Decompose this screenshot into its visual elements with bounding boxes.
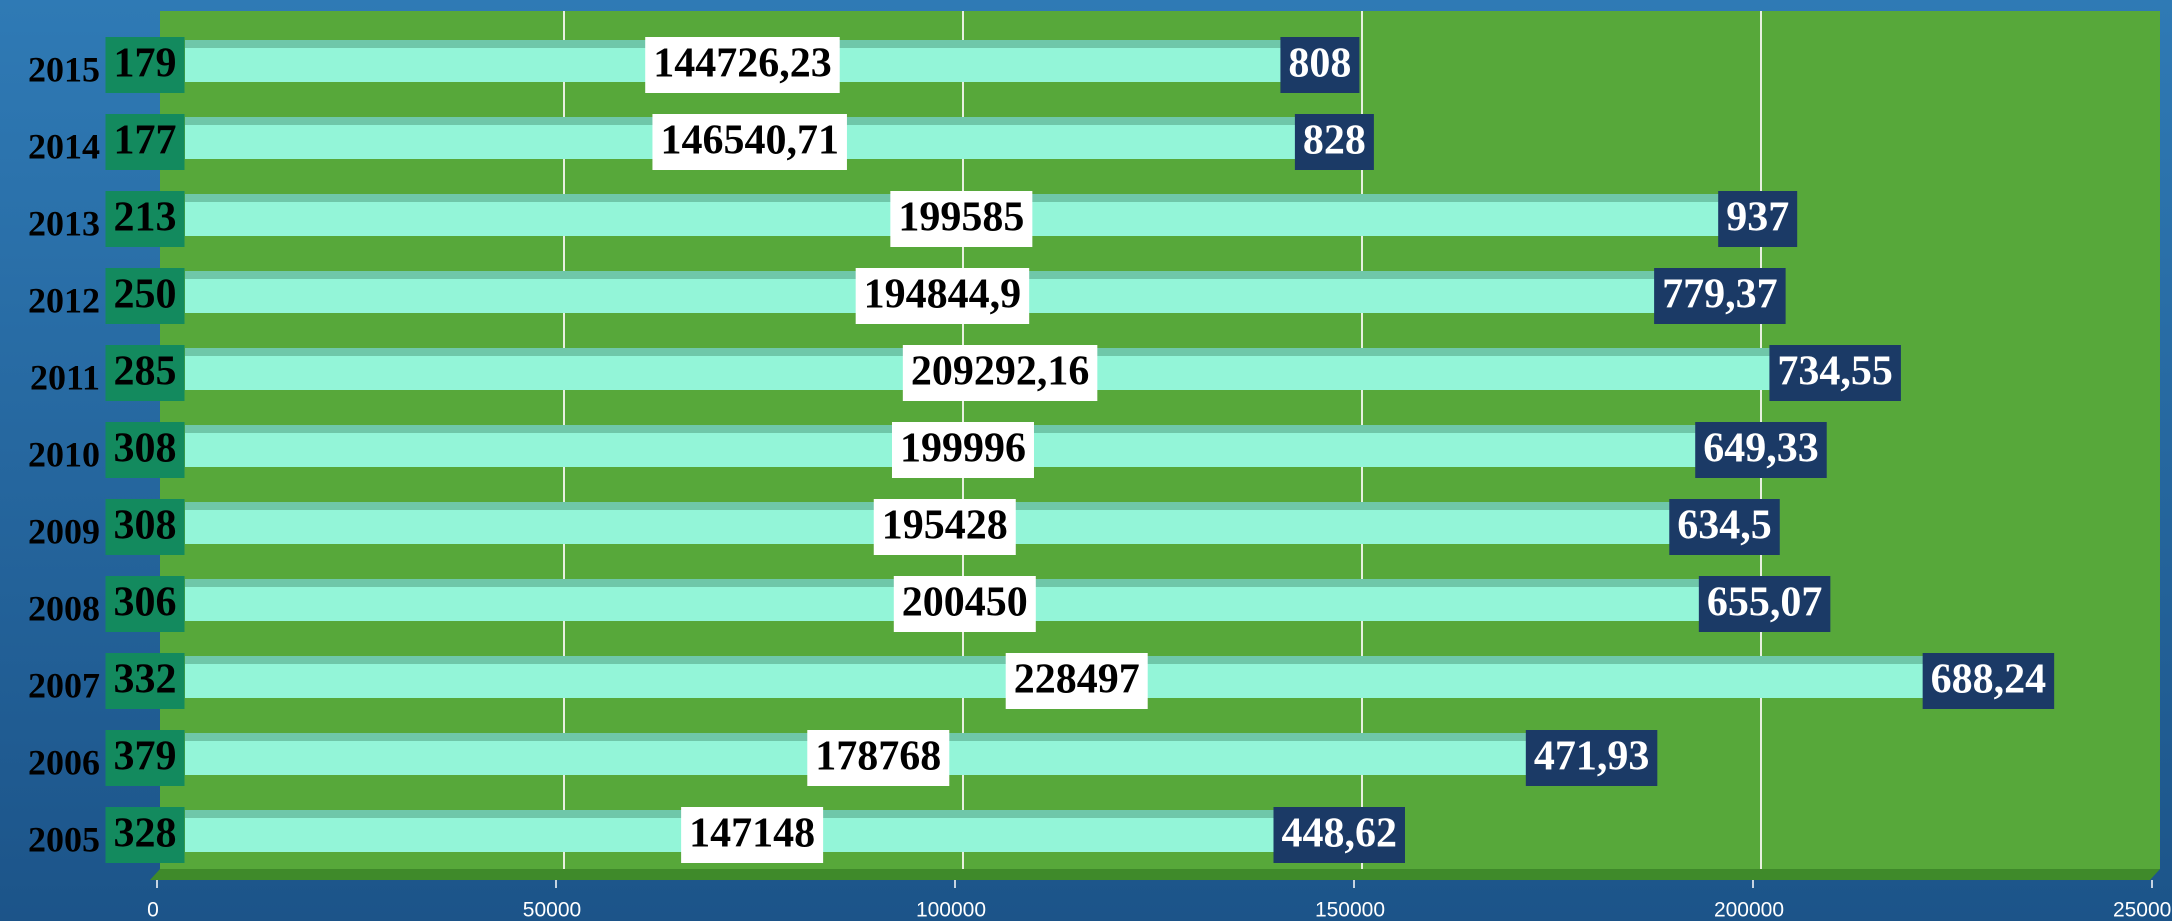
count-label-box bbox=[105, 730, 185, 786]
y-tick-label: 2015 bbox=[28, 49, 100, 89]
bar-value-label-box bbox=[645, 37, 840, 93]
count-label-box bbox=[105, 345, 185, 401]
y-tick-label: 2005 bbox=[28, 819, 100, 859]
bar-value-label-box bbox=[855, 268, 1030, 324]
bar-value-label: 209292,16 bbox=[911, 349, 1090, 395]
x-tick-label: 0 bbox=[147, 899, 159, 921]
end-value-label-box bbox=[1922, 653, 2055, 709]
bar-value-label: 200450 bbox=[902, 580, 1028, 626]
end-value-label-box bbox=[1695, 422, 1827, 478]
y-tick-label: 2010 bbox=[28, 434, 100, 474]
count-label-box bbox=[105, 807, 185, 863]
count-label-box bbox=[105, 114, 185, 170]
count-label-box bbox=[105, 268, 185, 324]
y-tick-label: 2014 bbox=[28, 126, 100, 166]
y-tick-label: 2009 bbox=[28, 511, 100, 551]
y-tick-label: 2006 bbox=[28, 742, 100, 782]
bar-value-label: 199996 bbox=[900, 426, 1026, 472]
end-value-label-box bbox=[1525, 730, 1658, 786]
end-value-label: 779,37 bbox=[1662, 272, 1778, 318]
end-value-label: 471,93 bbox=[1534, 734, 1650, 780]
end-value-label-box bbox=[1654, 268, 1786, 324]
end-value-label-box bbox=[1718, 191, 1798, 247]
end-value-label-box bbox=[1769, 345, 1901, 401]
count-label-box bbox=[105, 576, 185, 632]
end-value-label-box bbox=[1669, 499, 1780, 555]
bar-value-label-box bbox=[873, 499, 1016, 555]
bar-value-label: 144726,23 bbox=[653, 41, 832, 87]
end-value-label-box bbox=[1294, 114, 1374, 170]
end-value-label: 634,5 bbox=[1677, 503, 1772, 549]
bar-value-label-box bbox=[902, 345, 1098, 401]
count-label-box bbox=[105, 422, 185, 478]
count-label-box bbox=[105, 499, 185, 555]
count-label: 328 bbox=[114, 811, 177, 857]
end-value-label: 649,33 bbox=[1703, 426, 1819, 472]
count-label: 379 bbox=[114, 734, 177, 780]
bar-value-label: 146540,71 bbox=[660, 118, 839, 164]
count-label: 308 bbox=[114, 503, 177, 549]
end-value-label: 688,24 bbox=[1931, 657, 2047, 703]
bar-value-label: 194844,9 bbox=[864, 272, 1022, 318]
bar-value-label-box bbox=[890, 191, 1033, 247]
bar-value-label: 195428 bbox=[882, 503, 1008, 549]
plot-floor bbox=[150, 869, 2160, 880]
y-tick-label: 2011 bbox=[30, 357, 100, 397]
end-value-label: 734,55 bbox=[1777, 349, 1893, 395]
x-tick-label: 100000 bbox=[916, 899, 986, 921]
x-tick-label: 250000 bbox=[2113, 899, 2172, 921]
x-tick-label: 50000 bbox=[523, 899, 581, 921]
y-tick-label: 2008 bbox=[28, 588, 100, 628]
x-tick-label: 150000 bbox=[1315, 899, 1385, 921]
bar-value-label-box bbox=[652, 114, 847, 170]
bar-value-label: 228497 bbox=[1014, 657, 1140, 703]
count-label-box bbox=[105, 37, 185, 93]
end-value-label: 655,07 bbox=[1707, 580, 1823, 626]
bar-value-label-box bbox=[807, 730, 950, 786]
end-value-label: 828 bbox=[1303, 118, 1366, 164]
count-label: 177 bbox=[114, 118, 177, 164]
count-label: 332 bbox=[114, 657, 177, 703]
y-tick-label: 2012 bbox=[28, 280, 100, 320]
end-value-label-box bbox=[1273, 807, 1405, 863]
bar-value-label-box bbox=[893, 576, 1036, 632]
end-value-label-box bbox=[1280, 37, 1360, 93]
x-tick-label: 200000 bbox=[1714, 899, 1784, 921]
bar-value-label-box bbox=[891, 422, 1034, 478]
bar-value-label: 147148 bbox=[689, 811, 815, 857]
bar-value-label: 199585 bbox=[898, 195, 1024, 241]
bar-value-label-box bbox=[681, 807, 824, 863]
count-label: 250 bbox=[114, 272, 177, 318]
count-label-box bbox=[105, 653, 185, 709]
end-value-label: 448,62 bbox=[1281, 811, 1397, 857]
y-tick-label: 2007 bbox=[28, 665, 100, 705]
count-label: 285 bbox=[114, 349, 177, 395]
bar-value-label: 178768 bbox=[815, 734, 941, 780]
count-label-box bbox=[105, 191, 185, 247]
count-label: 308 bbox=[114, 426, 177, 472]
count-label: 213 bbox=[114, 195, 177, 241]
count-label: 306 bbox=[114, 580, 177, 626]
end-value-label: 808 bbox=[1288, 41, 1351, 87]
count-label: 179 bbox=[114, 41, 177, 87]
end-value-label-box bbox=[1698, 576, 1831, 632]
y-tick-label: 2013 bbox=[28, 203, 100, 243]
bar-value-label-box bbox=[1005, 653, 1148, 709]
end-value-label: 937 bbox=[1726, 195, 1789, 241]
